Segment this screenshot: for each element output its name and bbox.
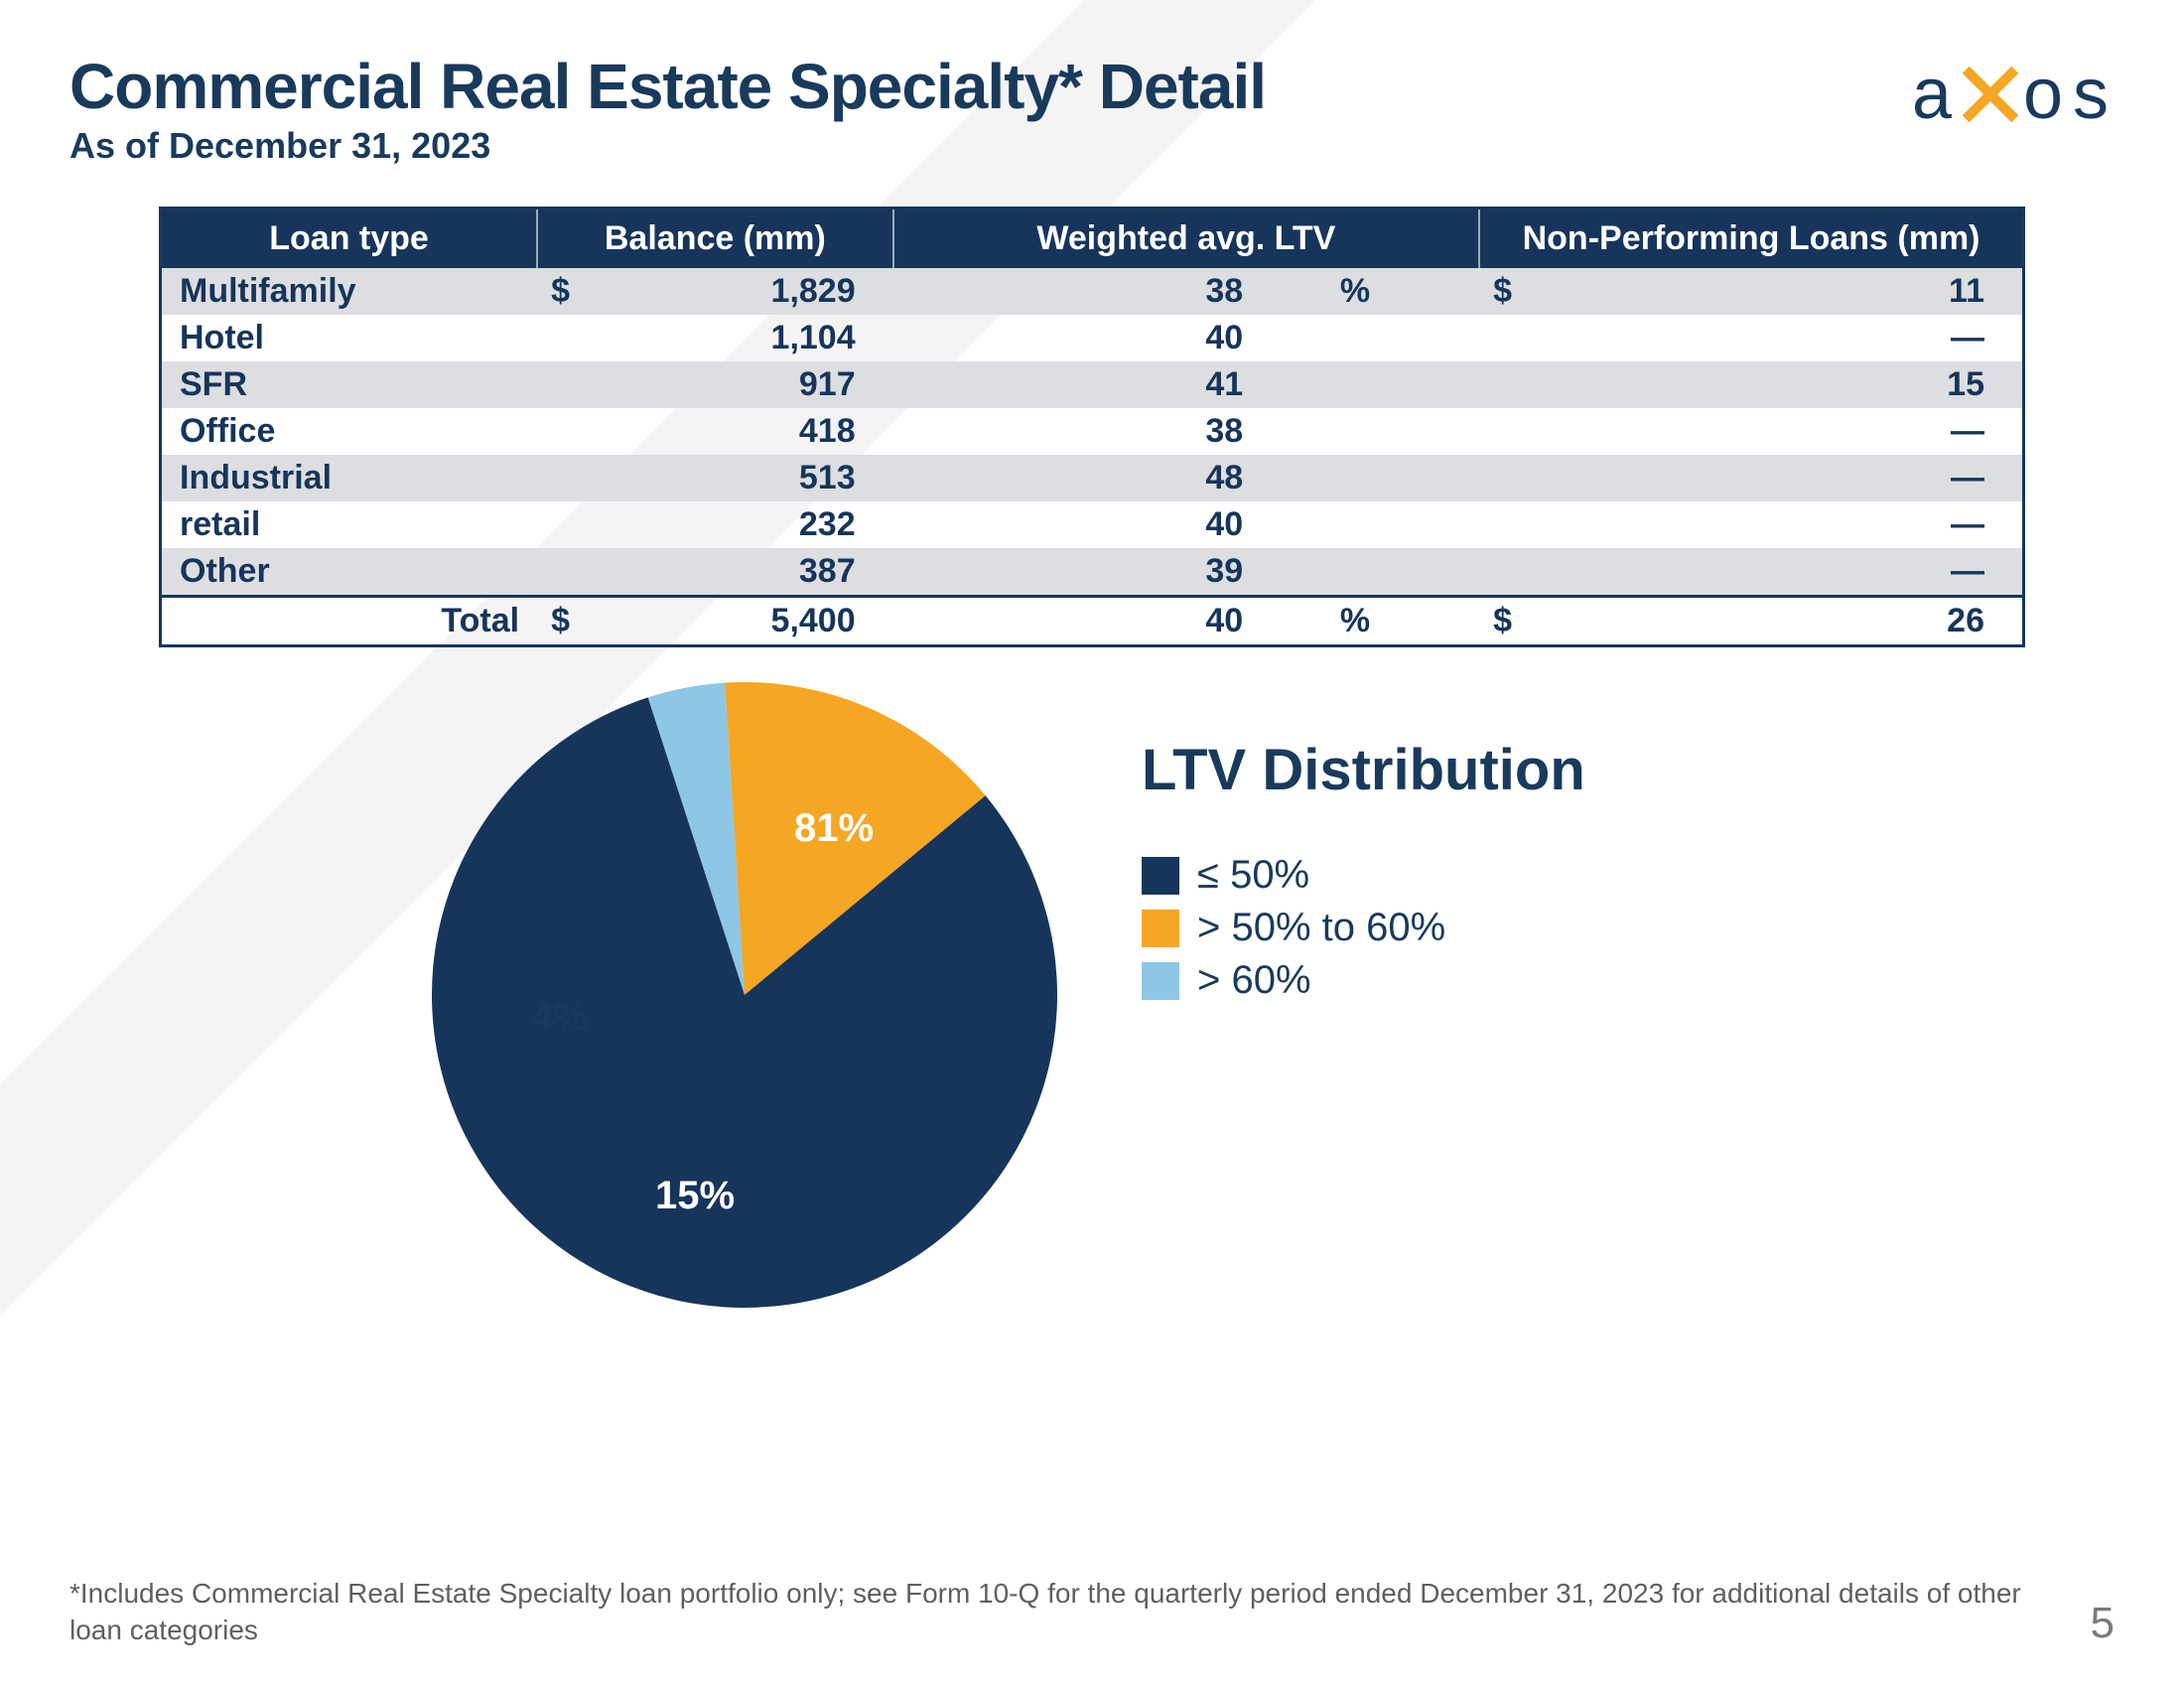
cell-npl: —: [1479, 501, 2023, 548]
cell-balance: $1,829: [537, 268, 893, 315]
axos-logo: a o s: [1912, 50, 2115, 135]
cell-npl: —: [1479, 455, 2023, 501]
cell-loan-type: Industrial: [161, 455, 538, 501]
legend-item: ≤ 50%: [1142, 853, 1585, 898]
table-header-row: Loan type Balance (mm) Weighted avg. LTV…: [161, 209, 2024, 269]
cell-balance: 387: [537, 548, 893, 597]
table-row: Multifamily$1,82938 %$11: [161, 268, 2024, 315]
legend-swatch: [1142, 910, 1179, 947]
logo-letter: o: [2023, 54, 2069, 135]
subtitle: As of December 31, 2023: [69, 125, 1266, 167]
legend-swatch: [1142, 857, 1179, 895]
cell-npl: 15: [1479, 361, 2023, 408]
header: Commercial Real Estate Specialty* Detail…: [69, 50, 2115, 167]
cell-balance: 418: [537, 408, 893, 455]
cell-loan-type: Other: [161, 548, 538, 597]
col-ltv: Weighted avg. LTV: [893, 209, 1480, 269]
cell-loan-type: retail: [161, 501, 538, 548]
total-balance: $5,400: [537, 597, 893, 646]
footnote: *Includes Commercial Real Estate Special…: [69, 1576, 2045, 1648]
cell-balance: 513: [537, 455, 893, 501]
total-ltv: 40 %: [893, 597, 1480, 646]
legend-item: > 60%: [1142, 958, 1585, 1003]
cell-ltv: 40: [893, 315, 1480, 361]
cell-ltv: 38: [893, 408, 1480, 455]
pie-data-label: 81%: [794, 806, 874, 851]
logo-letter: s: [2073, 54, 2115, 135]
cell-ltv: 40: [893, 501, 1480, 548]
table-row: Office41838—: [161, 408, 2024, 455]
table-row: retail23240—: [161, 501, 2024, 548]
cell-npl: —: [1479, 315, 2023, 361]
page-number: 5: [2091, 1599, 2115, 1648]
legend-label: > 60%: [1197, 958, 1311, 1003]
table-row: Industrial51348—: [161, 455, 2024, 501]
pie-data-label: 4%: [531, 995, 589, 1040]
total-label: Total: [161, 597, 538, 646]
slide: Commercial Real Estate Specialty* Detail…: [0, 0, 2184, 1688]
col-loan-type: Loan type: [161, 209, 538, 269]
logo-letter: a: [1912, 54, 1958, 135]
col-npl: Non-Performing Loans (mm): [1479, 209, 2023, 269]
cell-npl: —: [1479, 548, 2023, 597]
cell-npl: $11: [1479, 268, 2023, 315]
page-title: Commercial Real Estate Specialty* Detail: [69, 50, 1266, 123]
table-row: Other38739—: [161, 548, 2024, 597]
cell-ltv: 41: [893, 361, 1480, 408]
legend-item: > 50% to 60%: [1142, 906, 1585, 950]
col-balance: Balance (mm): [537, 209, 893, 269]
pie-data-label: 15%: [655, 1174, 735, 1218]
chart-area: 81% 15% 4% LTV Distribution ≤ 50% > 50% to …: [69, 677, 2115, 1313]
ltv-pie-chart: 81% 15% 4%: [427, 677, 1062, 1313]
total-npl: $26: [1479, 597, 2023, 646]
cell-balance: 232: [537, 501, 893, 548]
cell-loan-type: Office: [161, 408, 538, 455]
cell-balance: 917: [537, 361, 893, 408]
title-block: Commercial Real Estate Specialty* Detail…: [69, 50, 1266, 167]
legend-label: > 50% to 60%: [1197, 906, 1445, 950]
chart-title: LTV Distribution: [1142, 737, 1585, 803]
table-row: Hotel1,10440—: [161, 315, 2024, 361]
cell-loan-type: SFR: [161, 361, 538, 408]
legend: LTV Distribution ≤ 50% > 50% to 60% > 60%: [1142, 677, 1585, 1011]
cell-ltv: 48: [893, 455, 1480, 501]
cell-npl: —: [1479, 408, 2023, 455]
cell-loan-type: Hotel: [161, 315, 538, 361]
legend-swatch: [1142, 962, 1179, 1000]
table-row: SFR9174115: [161, 361, 2024, 408]
cell-ltv: 39: [893, 548, 1480, 597]
pie-svg: [427, 677, 1062, 1313]
cell-balance: 1,104: [537, 315, 893, 361]
table-total-row: Total$5,40040 %$26: [161, 597, 2024, 646]
loan-table: Loan type Balance (mm) Weighted avg. LTV…: [159, 207, 2025, 647]
cell-ltv: 38 %: [893, 268, 1480, 315]
cell-loan-type: Multifamily: [161, 268, 538, 315]
logo-x-icon: [1962, 66, 2019, 123]
legend-label: ≤ 50%: [1197, 853, 1309, 898]
